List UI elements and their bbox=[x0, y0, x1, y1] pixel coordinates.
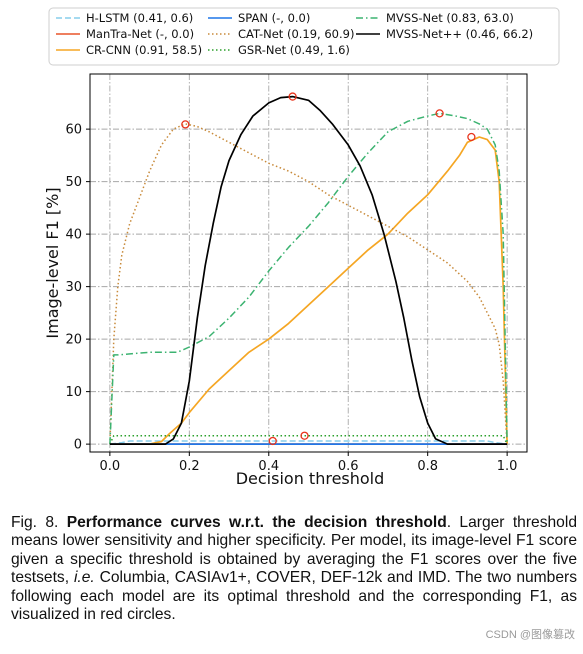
plot-frame bbox=[89, 73, 528, 453]
optimal-point-marker-4 bbox=[435, 109, 444, 118]
legend-label-7: MVSS-Net++ (0.46, 66.2) bbox=[386, 27, 533, 41]
legend: H-LSTM (0.41, 0.6) ManTra-Net (-, 0.0) CR-… bbox=[48, 7, 560, 66]
y-tick-label: 0 bbox=[74, 438, 82, 453]
optimal-point-marker-0 bbox=[268, 436, 277, 446]
legend-label-1: ManTra-Net (-, 0.0) bbox=[86, 27, 194, 41]
series-line-4 bbox=[109, 123, 508, 445]
optimal-point-marker-3 bbox=[300, 431, 309, 440]
optimal-point-marker-5 bbox=[288, 92, 297, 101]
y-axis-title: Image-level F1 [%] bbox=[43, 187, 62, 338]
legend-label-6: MVSS-Net (0.83, 63.0) bbox=[386, 11, 514, 25]
y-tick-label: 30 bbox=[65, 280, 82, 295]
series-line-5 bbox=[109, 434, 508, 445]
chart: 0.0 0.2 0.4 0.6 0.8 1.0 0 10 20 30 40 50 60 Decisio… bbox=[43, 7, 560, 488]
figure-caption: Fig. 8. Performance curves w.r.t. the de… bbox=[11, 514, 577, 624]
x-tick-label: 0.0 bbox=[100, 459, 121, 474]
caption-text-2: Columbia, CASIAv1+, COVER, DEF-12k and I… bbox=[11, 569, 577, 624]
series-line-7 bbox=[109, 95, 508, 445]
legend-box bbox=[48, 7, 560, 66]
optimal-point-marker-1 bbox=[467, 132, 476, 142]
caption-fig-label: Fig. 8. bbox=[11, 514, 59, 531]
caption-text-1: . Larger threshold means lower sensitivi… bbox=[11, 514, 577, 587]
x-tick-label: 0.6 bbox=[338, 459, 359, 474]
series-line-2 bbox=[109, 136, 508, 445]
legend-label-4: CAT-Net (0.19, 60.9) bbox=[238, 27, 354, 41]
y-axis-ticks: 0 10 20 30 40 50 60 bbox=[65, 123, 90, 453]
x-tick-label: 0.8 bbox=[417, 459, 438, 474]
watermark: CSDN @图像篡改 bbox=[485, 629, 575, 641]
y-tick-label: 50 bbox=[65, 175, 82, 190]
caption-bold-title: Performance curves w.r.t. the decision t… bbox=[66, 514, 447, 531]
y-tick-label: 40 bbox=[65, 228, 82, 243]
legend-label-2: CR-CNN (0.91, 58.5) bbox=[86, 43, 202, 57]
x-tick-label: 0.2 bbox=[179, 459, 200, 474]
x-axis-ticks: 0.0 0.2 0.4 0.6 0.8 1.0 bbox=[100, 452, 518, 474]
caption-italic-ie: i.e. bbox=[73, 569, 95, 587]
legend-label-0: H-LSTM (0.41, 0.6) bbox=[86, 11, 193, 25]
legend-label-3: SPAN (-, 0.0) bbox=[238, 11, 310, 25]
grid bbox=[90, 74, 527, 452]
series-line-6 bbox=[109, 112, 508, 445]
series-line-0 bbox=[109, 440, 508, 445]
x-axis-title: Decision threshold bbox=[236, 469, 385, 488]
legend-label-5: GSR-Net (0.49, 1.6) bbox=[238, 43, 350, 57]
x-tick-label: 1.0 bbox=[497, 459, 518, 474]
y-tick-label: 60 bbox=[65, 123, 82, 138]
optimal-markers bbox=[181, 92, 476, 446]
x-tick-label: 0.4 bbox=[258, 459, 279, 474]
y-tick-label: 10 bbox=[65, 385, 82, 400]
optimal-point-marker-2 bbox=[181, 120, 190, 129]
series-lines bbox=[109, 95, 508, 445]
y-tick-label: 20 bbox=[65, 333, 82, 348]
